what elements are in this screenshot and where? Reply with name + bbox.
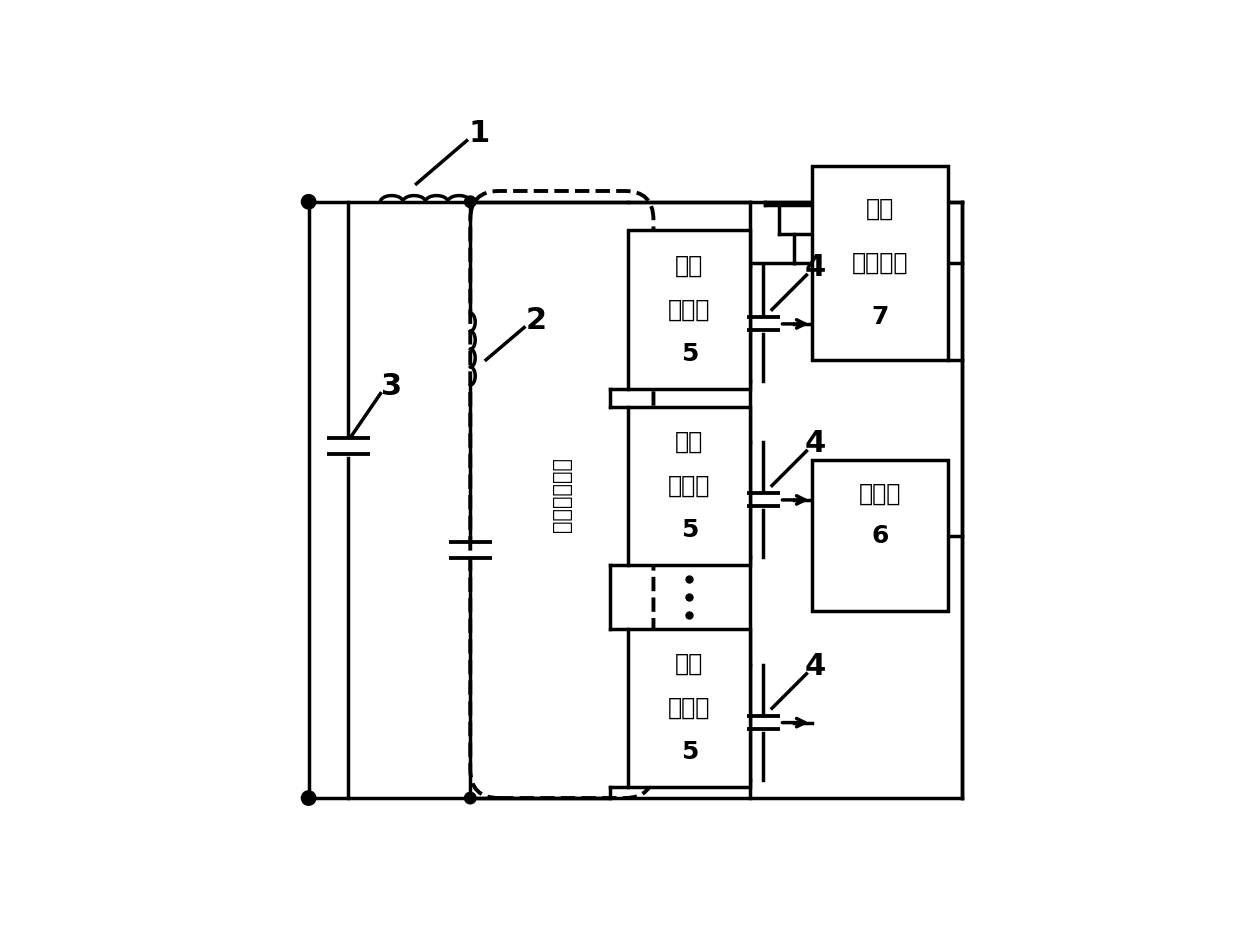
Text: 2: 2 <box>526 306 547 335</box>
Text: 半桥: 半桥 <box>676 253 703 277</box>
Circle shape <box>301 195 316 209</box>
Bar <box>811 460 949 611</box>
Bar <box>629 629 750 787</box>
Text: 1: 1 <box>469 119 490 148</box>
Text: 控制器: 控制器 <box>858 481 901 506</box>
Text: 4: 4 <box>805 429 826 458</box>
Text: 3: 3 <box>381 372 402 401</box>
Bar <box>811 166 949 360</box>
Text: 5: 5 <box>681 741 698 764</box>
Text: 6: 6 <box>870 523 888 548</box>
Circle shape <box>465 792 476 804</box>
Text: 辅助功率环路: 辅助功率环路 <box>552 457 572 532</box>
Circle shape <box>465 196 476 207</box>
Text: 半桥: 半桥 <box>676 429 703 453</box>
Text: 半桥: 半桥 <box>676 652 703 676</box>
Text: 5: 5 <box>681 341 698 366</box>
Bar <box>629 230 750 388</box>
Text: 7: 7 <box>870 305 888 329</box>
Text: 变换器: 变换器 <box>668 298 711 322</box>
Text: 5: 5 <box>681 518 698 542</box>
Text: 电压: 电压 <box>866 197 894 220</box>
Circle shape <box>301 791 316 805</box>
Text: 变换器: 变换器 <box>668 474 711 497</box>
Text: 4: 4 <box>805 254 826 283</box>
Text: 变换器: 变换器 <box>668 696 711 720</box>
Text: 4: 4 <box>805 652 826 681</box>
Text: 检测单元: 检测单元 <box>852 251 908 275</box>
Bar <box>629 407 750 564</box>
